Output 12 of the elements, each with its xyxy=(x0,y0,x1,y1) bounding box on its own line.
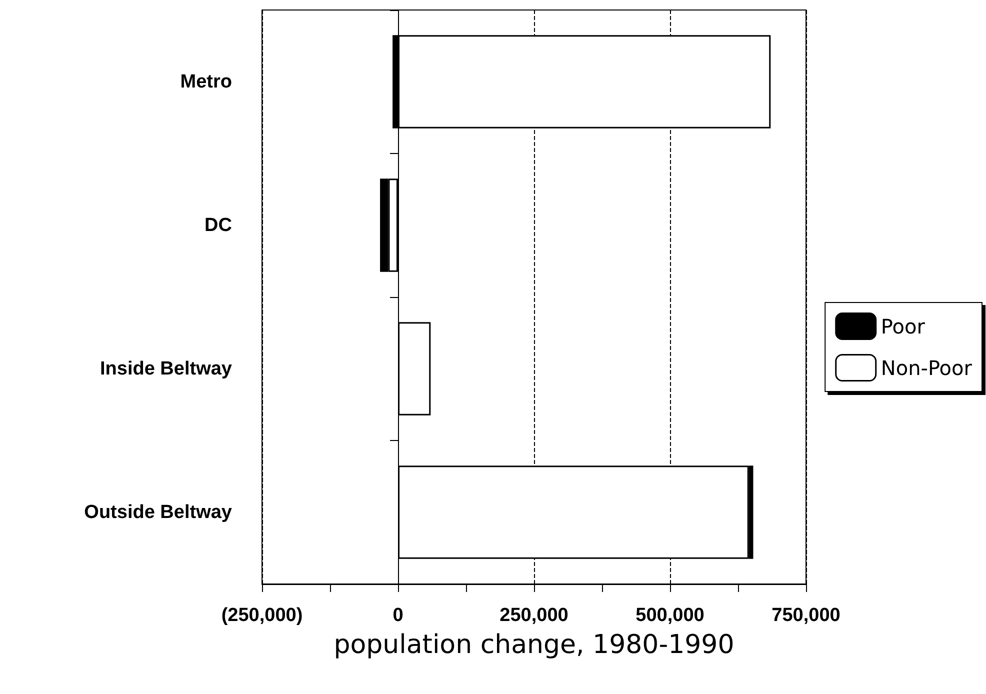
x-tick-label: 0 xyxy=(392,605,404,626)
y-tick-label: Outside Beltway xyxy=(84,502,232,523)
x-axis-title: population change, 1980-1990 xyxy=(334,630,734,660)
x-tick-label: (250,000) xyxy=(221,605,303,626)
x-tick-label: 250,000 xyxy=(500,605,568,626)
legend-label: Non-Poor xyxy=(880,356,973,380)
y-tick-label: Metro xyxy=(180,71,232,92)
y-tick-label: DC xyxy=(204,214,232,236)
y-tick-label: Inside Beltway xyxy=(100,358,232,380)
x-tick-label: 750,000 xyxy=(772,605,840,626)
legend-label: Poor xyxy=(880,314,926,338)
x-tick-label: 500,000 xyxy=(636,605,704,626)
